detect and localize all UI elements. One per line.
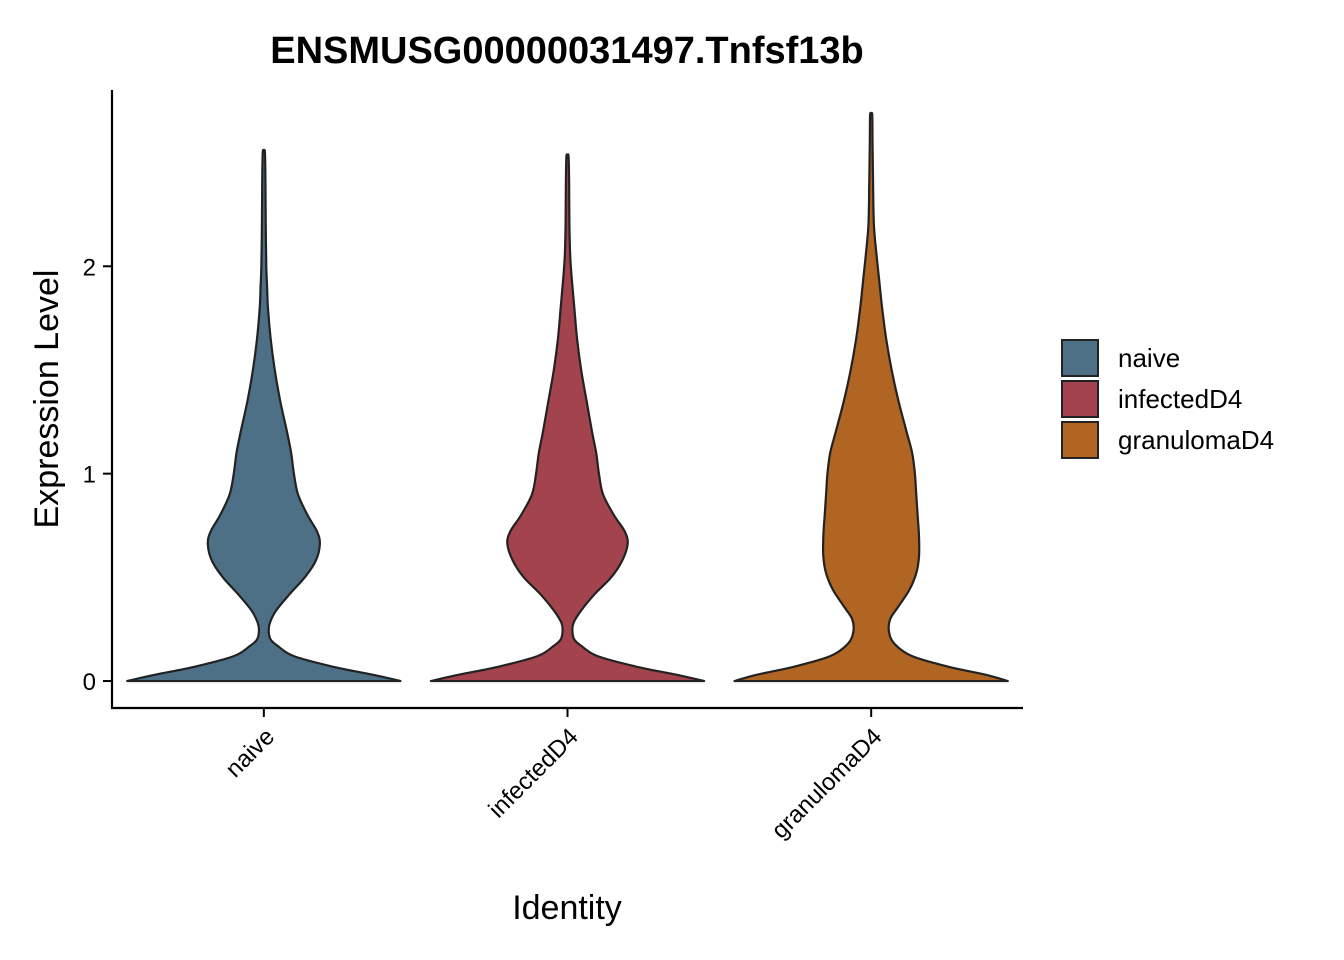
x-ticks-group: naive infectedD4 granulomaD4 (220, 708, 887, 844)
x-tick-label-granulomaD4: granulomaD4 (766, 723, 887, 844)
violins-group (126, 111, 1009, 683)
legend-swatch-infectedD4 (1061, 380, 1099, 418)
chart-title: ENSMUSG00000031497.Tnfsf13b (270, 30, 864, 72)
y-axis-title: Expression Level (28, 270, 66, 529)
violin-naive (126, 148, 402, 683)
x-axis-title: Identity (512, 889, 622, 927)
legend-swatch-granulomaD4 (1061, 421, 1099, 459)
x-tick-label-infectedD4: infectedD4 (484, 723, 584, 823)
violin-infectedD4 (429, 153, 706, 683)
legend-label-naive: naive (1118, 343, 1180, 373)
y-tick-label: 0 (83, 669, 96, 696)
x-tick-label-naive: naive (220, 723, 280, 783)
legend-label-infectedD4: infectedD4 (1118, 384, 1242, 414)
legend: naive infectedD4 granulomaD4 (1061, 339, 1274, 459)
violin-granulomaD4 (733, 111, 1009, 683)
legend-swatch-naive (1061, 339, 1099, 377)
legend-label-granulomaD4: granulomaD4 (1118, 425, 1274, 455)
y-ticks-group: 0 1 2 (83, 254, 112, 696)
y-tick-label: 2 (83, 254, 96, 281)
y-tick-label: 1 (83, 462, 96, 489)
